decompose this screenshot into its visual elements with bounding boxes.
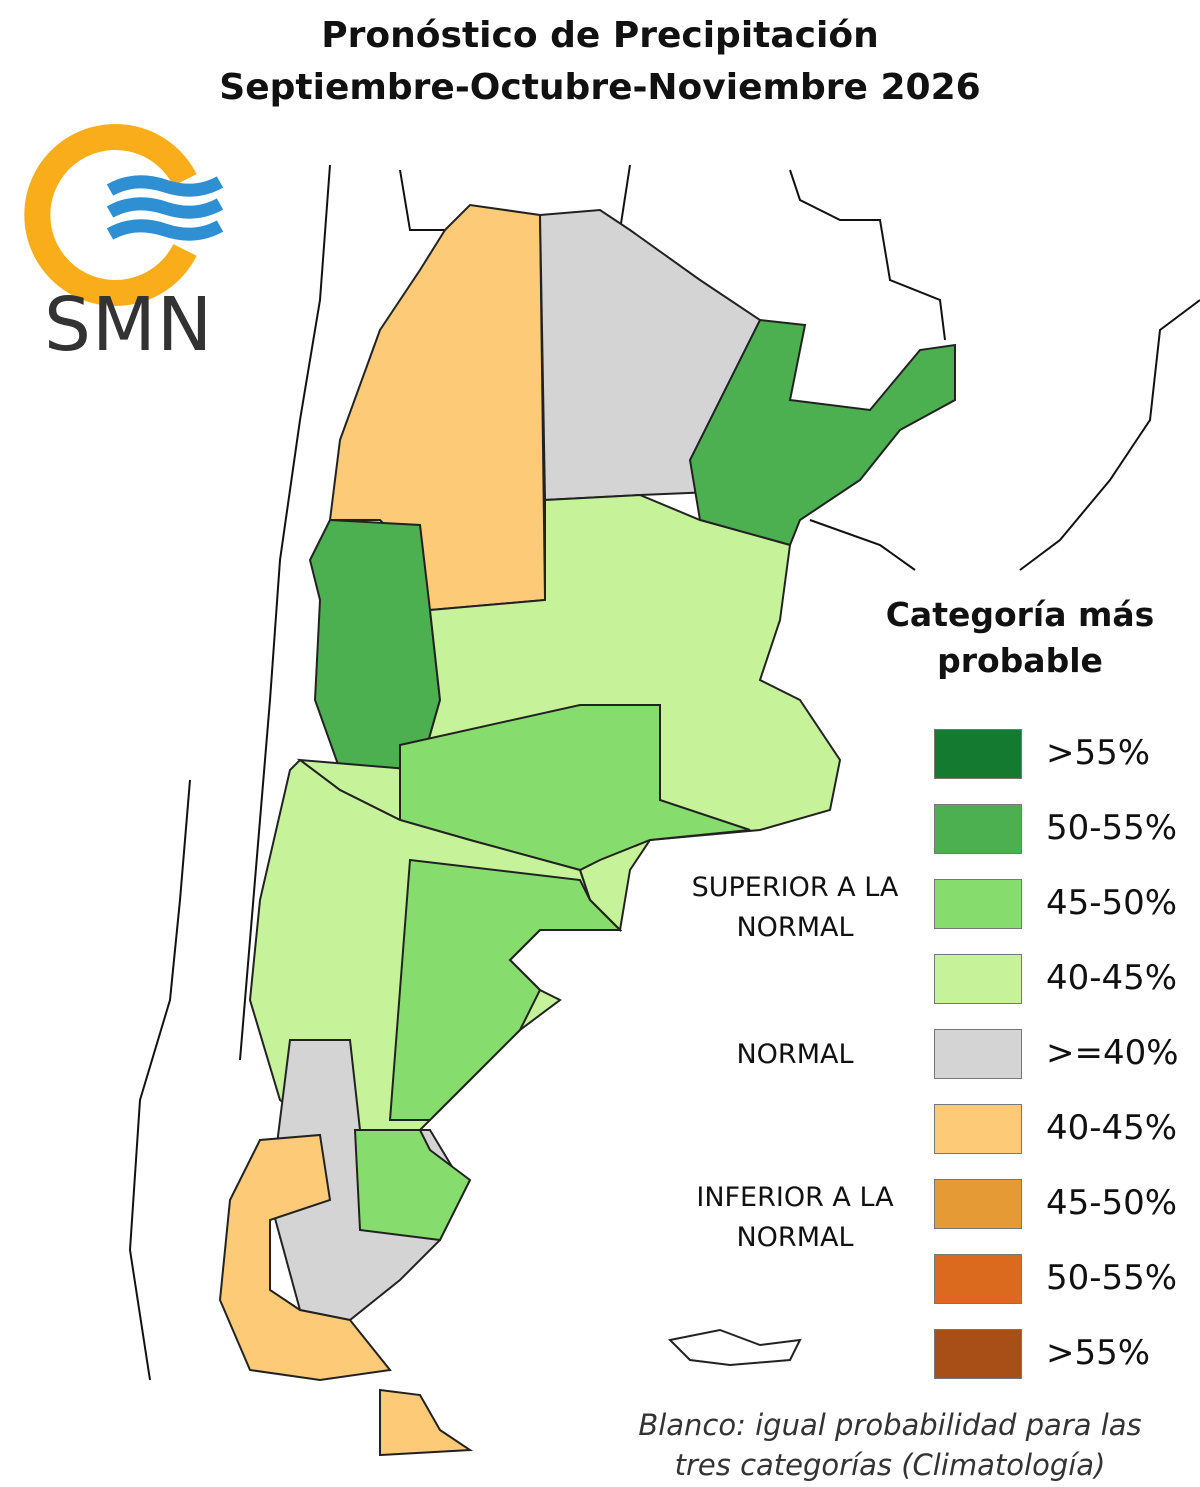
legend-swatch [934,1029,1022,1079]
region-patagonia-east [388,858,623,1121]
region-tierra-del-fuego [379,1388,474,1457]
legend-label: 40-45% [1046,1108,1178,1148]
neighbor-borders [128,164,1200,1381]
islands [667,1328,802,1367]
argentina [218,203,956,1457]
legend-swatch [934,804,1022,854]
legend-swatch [934,879,1022,929]
legend-label: >55% [1046,733,1151,773]
legend-label: 50-55% [1046,808,1178,848]
legend-swatch [934,954,1022,1004]
title-block: Pronóstico de Precipitación Septiembre-O… [0,10,1200,114]
logo-mark [24,124,224,306]
legend-swatch [934,1104,1022,1154]
legend-group: SUPERIOR A LA NORMAL [691,872,899,943]
legend-label: 45-50% [1046,883,1178,923]
legend-swatch [934,1329,1022,1379]
region-cuyo [308,518,442,771]
title: Pronóstico de Precipitación [321,15,879,56]
legend-group: NORMAL [736,1039,854,1070]
legend-label: 50-55% [1046,1258,1178,1298]
legend-label: 45-50% [1046,1183,1178,1223]
region-south-green [353,1129,472,1242]
note: Blanco: igual probabilidad para las tres… [638,1408,1142,1482]
legend-swatch [934,1179,1022,1229]
region-northeast [688,318,956,547]
region-south-orange [218,1133,392,1382]
subtitle: Septiembre-Octubre-Noviembre 2026 [219,67,981,108]
legend-group: INFERIOR A LA NORMAL [696,1182,894,1253]
logo-text: SMN [44,282,214,368]
legend-swatch [934,1254,1022,1304]
legend-label: >55% [1046,1333,1151,1373]
legend-label: 40-45% [1046,958,1178,998]
legend-label: >=40% [1046,1033,1179,1073]
legend-swatch [934,729,1022,779]
legend-title: Categoría más probable [885,595,1155,680]
